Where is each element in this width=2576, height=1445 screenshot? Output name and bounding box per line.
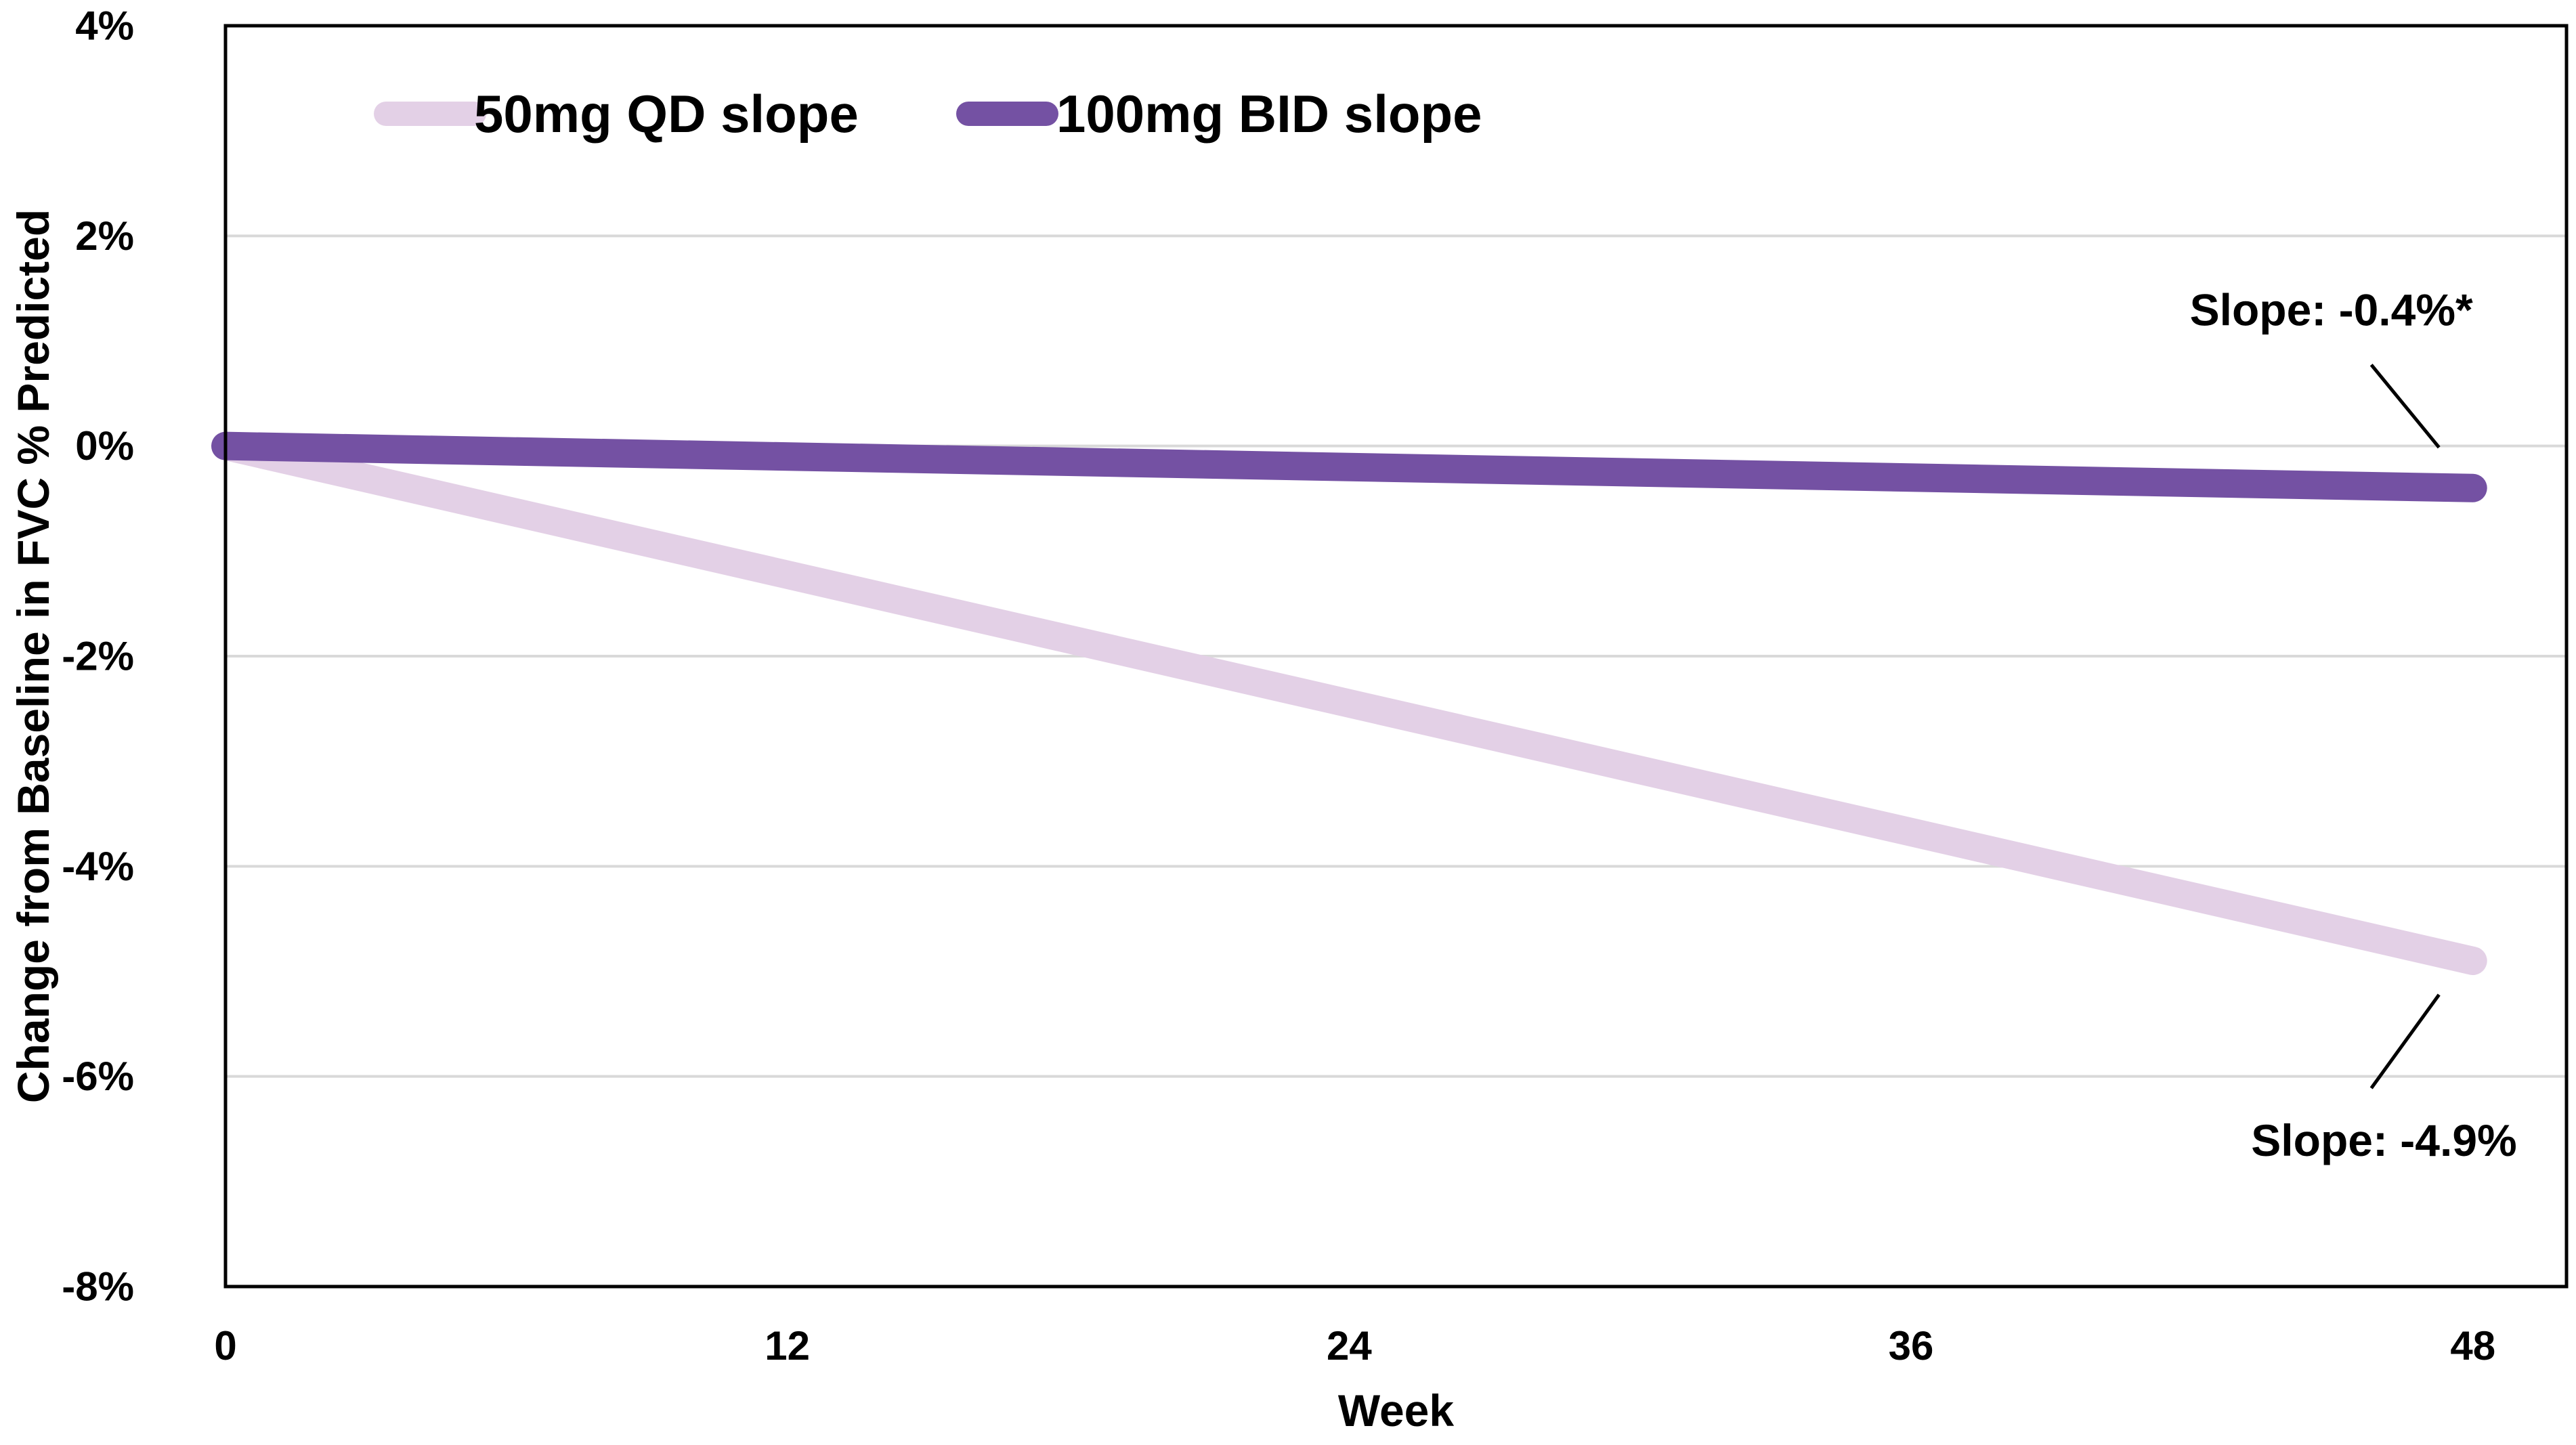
y-axis-title: Change from Baseline in FVC % Predicted	[8, 209, 58, 1103]
y-tick-label: -8%	[62, 1264, 134, 1310]
annotation-leader	[2369, 993, 2441, 1090]
annotation-label: Slope: -4.9%	[2251, 1115, 2516, 1165]
y-tick-label: 0%	[75, 423, 134, 469]
legend-label: 50mg QD slope	[474, 84, 859, 144]
legend: 50mg QD slope 100mg BID slope	[374, 84, 1482, 144]
annotation-leader	[2369, 364, 2441, 449]
series-lines	[211, 431, 2487, 975]
x-tick-label: 0	[214, 1323, 236, 1368]
legend-label: 100mg BID slope	[1056, 84, 1482, 144]
y-tick-label: -4%	[62, 844, 134, 889]
annotation-label: Slope: -0.4%*	[2190, 285, 2473, 335]
slope-annotations: Slope: -0.4%* Slope: -4.9%	[2190, 285, 2517, 1165]
x-tick-label: 12	[765, 1323, 810, 1368]
x-tick-label: 48	[2450, 1323, 2495, 1368]
x-axis-ticks: 0 12 24 36 48	[214, 1323, 2495, 1368]
x-axis-title: Week	[1338, 1385, 1455, 1436]
y-tick-label: -6%	[62, 1054, 134, 1099]
series-line-2	[211, 431, 2487, 502]
y-axis-ticks: 4% 2% 0% -2% -4% -6% -8%	[62, 3, 134, 1310]
x-tick-label: 36	[1889, 1323, 1934, 1368]
gridlines	[226, 234, 2567, 1078]
y-tick-label: 4%	[75, 3, 134, 49]
plot-frame	[223, 24, 2569, 1289]
x-tick-label: 24	[1327, 1323, 1372, 1368]
y-tick-label: 2%	[75, 213, 134, 259]
y-tick-label: -2%	[62, 634, 134, 679]
series-line-1	[211, 431, 2487, 975]
